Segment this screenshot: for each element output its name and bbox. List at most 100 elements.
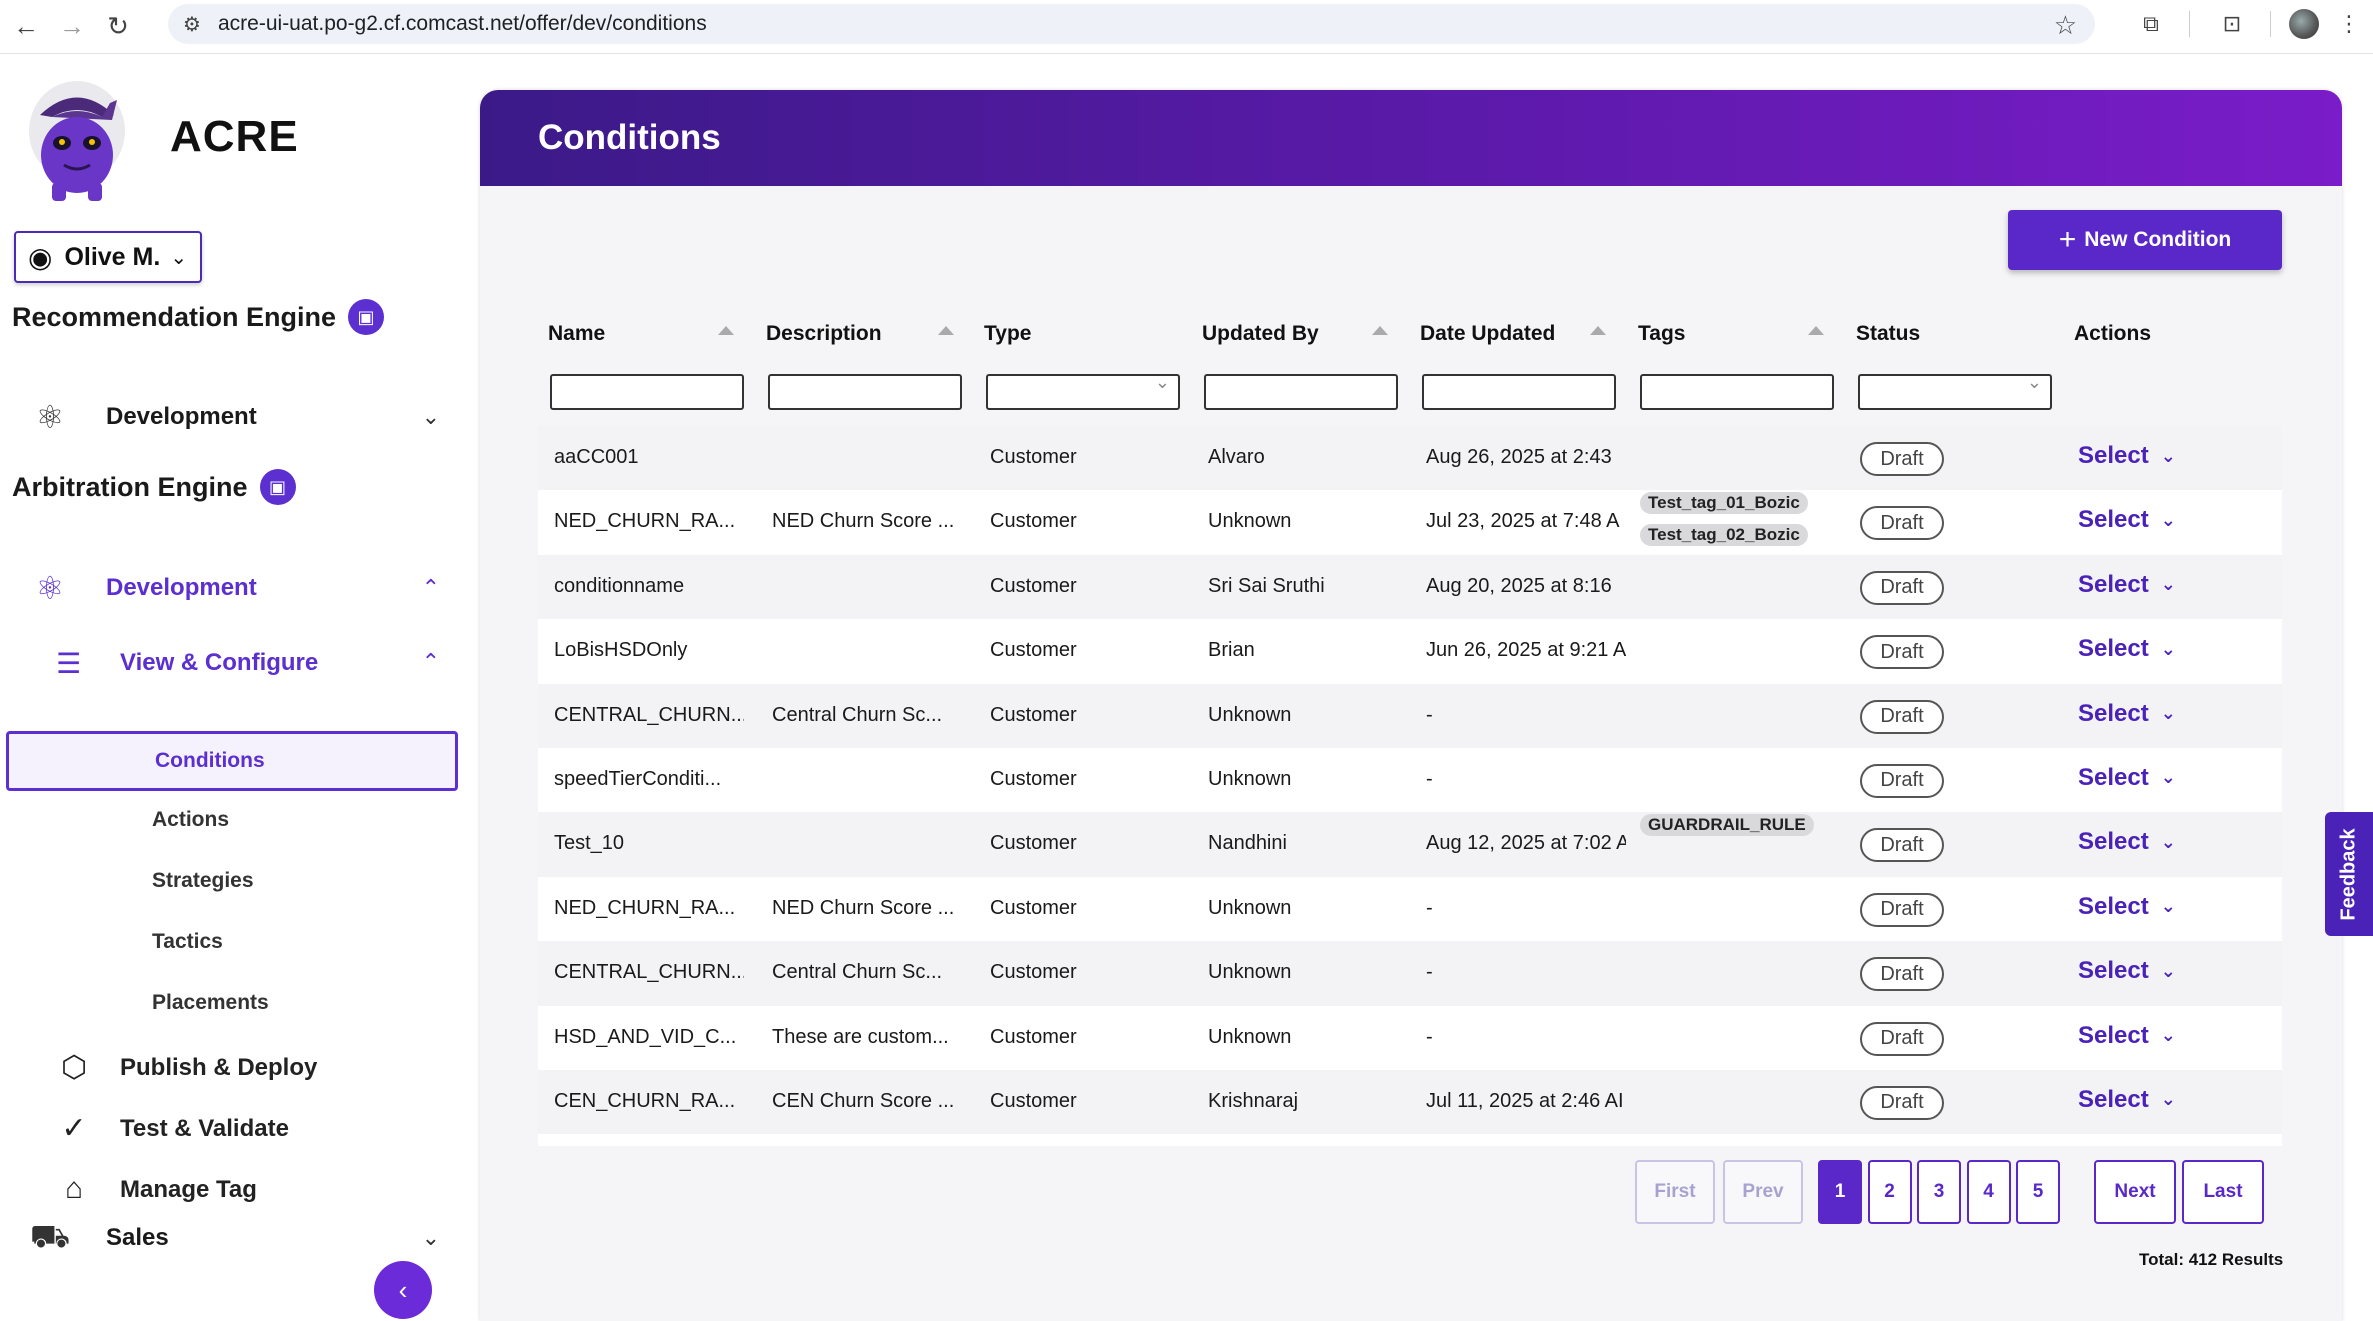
table-row[interactable]: CENTRAL_CHURN... Central Churn Sc... Custo… <box>538 683 2282 748</box>
collapse-sidebar-button[interactable]: ‹ <box>374 1261 432 1319</box>
back-icon[interactable]: ← <box>13 11 39 41</box>
table-row[interactable]: NED_CHURN_RA... NED Churn Score ... Custom… <box>538 490 2282 554</box>
col-header-tags[interactable]: Tags <box>1638 322 1686 345</box>
col-header-status[interactable]: Status <box>1856 322 1921 345</box>
table-row[interactable]: aaCC001 Customer Alvaro Aug 26, 2025 at 2:4… <box>538 426 2282 491</box>
pager-page-3[interactable]: 3 <box>1917 1160 1961 1224</box>
nav-publish-deploy[interactable]: ⬡ Publish & Deploy <box>0 1042 460 1092</box>
row-select-dropdown[interactable]: Select ⌄ <box>2078 764 2176 792</box>
row-select-dropdown[interactable]: Select ⌄ <box>2078 571 2176 599</box>
table-row[interactable]: conditionname Customer Sri Sai Sruthi Aug 2… <box>538 554 2282 620</box>
chevron-down-icon: ⌄ <box>2160 1089 2176 1110</box>
button-label: New Condition <box>2084 228 2232 251</box>
table-row[interactable]: CEN_CHURN_RA... CEN Churn Score ... Custom… <box>538 1069 2282 1135</box>
nav-leaf-actions[interactable]: Actions <box>152 808 230 831</box>
nav-leaf-strategies[interactable]: Strategies <box>152 869 254 892</box>
chevron-down-icon: ⌄ <box>2160 831 2176 852</box>
filter-date-input[interactable] <box>1422 374 1616 410</box>
chevron-up-icon: ⌃ <box>421 649 440 674</box>
feedback-tab[interactable]: Feedback <box>2325 812 2373 936</box>
pager-page-5[interactable]: 5 <box>2016 1160 2060 1224</box>
col-header-date-updated[interactable]: Date Updated <box>1420 322 1556 345</box>
row-select-dropdown[interactable]: Select ⌄ <box>2078 700 2176 728</box>
row-select-dropdown[interactable]: Select ⌄ <box>2078 957 2176 985</box>
screen-search-icon[interactable]: ⊡ <box>2222 11 2242 36</box>
cell-description: CEN Churn Score ... <box>772 1089 955 1112</box>
status-badge: Draft <box>1860 1021 1944 1056</box>
pager-page-4[interactable]: 4 <box>1966 1160 2011 1224</box>
nav-view-configure[interactable]: ☰ View & Configure ⌃ <box>0 635 460 691</box>
col-header-name[interactable]: Name <box>548 322 606 345</box>
row-select-dropdown[interactable]: Select ⌄ <box>2078 1086 2176 1114</box>
col-header-updated-by[interactable]: Updated By <box>1202 322 1319 345</box>
row-select-dropdown[interactable]: Select ⌄ <box>2078 893 2176 921</box>
table-row[interactable]: CENTRAL_CHURN... Central Churn Sc... Custo… <box>538 941 2282 1006</box>
feedback-label: Feedback <box>2337 827 2360 921</box>
row-select-dropdown[interactable]: Select ⌄ <box>2078 635 2176 663</box>
filter-status-select[interactable] <box>1858 372 2052 410</box>
sort-arrow-icon[interactable] <box>1372 326 1388 335</box>
table-row[interactable]: LoBisHSDOnly Customer Brian Jun 26, 2025 at… <box>538 619 2282 683</box>
filter-description-input[interactable] <box>768 374 962 410</box>
sort-arrow-icon[interactable] <box>938 326 954 335</box>
profile-avatar[interactable] <box>2289 9 2319 39</box>
list-icon: ☰ <box>56 648 82 679</box>
status-badge: Draft <box>1860 957 1944 992</box>
table-row[interactable]: Test_10 Customer Nandhini Aug 12, 2025 at 7… <box>538 812 2282 877</box>
nav-recommendation-development[interactable]: ⚛ Development ⌄ <box>0 389 460 445</box>
nav-arbitration-development[interactable]: ⚛ Development ⌃ <box>0 560 460 616</box>
row-select-dropdown[interactable]: Select ⌄ <box>2078 828 2176 856</box>
menu-kebab-icon[interactable]: ⋮ <box>2338 11 2360 36</box>
sort-arrow-icon[interactable] <box>1808 326 1824 335</box>
filter-tags-input[interactable] <box>1640 374 1834 410</box>
nav-leaf-placements[interactable]: Placements <box>152 991 269 1014</box>
filter-type-select[interactable] <box>986 372 1180 410</box>
col-header-description[interactable]: Description <box>766 322 882 345</box>
nav-leaf-conditions[interactable]: Conditions <box>6 731 458 791</box>
url-text[interactable]: acre-ui-uat.po-g2.cf.comcast.net/offer/d… <box>218 12 707 35</box>
filter-updated-by-input[interactable] <box>1204 374 1398 410</box>
row-select-dropdown[interactable]: Select ⌄ <box>2078 442 2176 470</box>
site-settings-icon[interactable]: ⚙ <box>183 13 201 36</box>
cell-updated-by: Unknown <box>1208 703 1292 726</box>
extensions-icon[interactable]: ⧉ <box>2143 11 2159 36</box>
cell-description: NED Churn Score ... <box>772 896 955 919</box>
select-label: Select <box>2078 570 2149 598</box>
sort-arrow-icon[interactable] <box>1590 326 1606 335</box>
cell-type: Customer <box>990 896 1077 919</box>
pager-page-1[interactable]: 1 <box>1818 1160 1862 1224</box>
table-row[interactable]: speedTierConditi... Customer Unknown - Draft… <box>538 748 2282 812</box>
nav-leaf-tactics[interactable]: Tactics <box>152 930 223 953</box>
cell-date: Jul 23, 2025 at 7:48 A <box>1426 510 1620 533</box>
cell-date: - <box>1426 767 1433 790</box>
col-header-actions: Actions <box>2074 322 2152 345</box>
filter-name-input[interactable] <box>550 374 744 410</box>
bookmark-star-icon[interactable]: ☆ <box>2053 10 2077 40</box>
row-select-dropdown[interactable]: Select ⌄ <box>2078 506 2176 534</box>
address-bar[interactable]: ⚙ acre-ui-uat.po-g2.cf.comcast.net/offer… <box>168 4 2095 44</box>
select-label: Select <box>2078 699 2149 727</box>
new-condition-button[interactable]: + New Condition <box>2008 210 2282 270</box>
pager-last-button[interactable]: Last <box>2182 1160 2264 1224</box>
sort-arrow-icon[interactable] <box>718 326 734 335</box>
nav-manage-tag[interactable]: ⌂ Manage Tag <box>0 1164 460 1214</box>
cell-type: Customer <box>990 832 1077 855</box>
cell-name: NED_CHURN_RA... <box>554 510 736 533</box>
chevron-down-icon: ⌄ <box>421 404 440 429</box>
pager-next-button[interactable]: Next <box>2094 1160 2176 1224</box>
table-row[interactable]: NED_CHURN_RA... NED Churn Score ... Custom… <box>538 877 2282 941</box>
table-row[interactable]: HSD_AND_VID_C... These are custom... Custo… <box>538 1006 2282 1070</box>
pager-prev-button[interactable]: Prev <box>1723 1160 1803 1224</box>
nav-sales[interactable]: ⛟ Sales ⌄ <box>0 1210 460 1266</box>
user-menu-button[interactable]: ◉ Olive M. ⌄ <box>14 231 202 283</box>
pager-first-button[interactable]: First <box>1635 1160 1715 1224</box>
pager-page-2[interactable]: 2 <box>1867 1160 1912 1224</box>
nav-label: View & Configure <box>120 649 319 676</box>
forward-icon[interactable]: → <box>59 11 85 41</box>
col-header-type[interactable]: Type <box>984 322 1032 345</box>
chevron-down-icon: ⌄ <box>2160 896 2176 917</box>
nav-test-validate[interactable]: ✓ Test & Validate <box>0 1103 460 1153</box>
cell-description: NED Churn Score ... <box>772 510 955 533</box>
row-select-dropdown[interactable]: Select ⌄ <box>2078 1022 2176 1050</box>
reload-icon[interactable]: ↻ <box>107 11 129 41</box>
